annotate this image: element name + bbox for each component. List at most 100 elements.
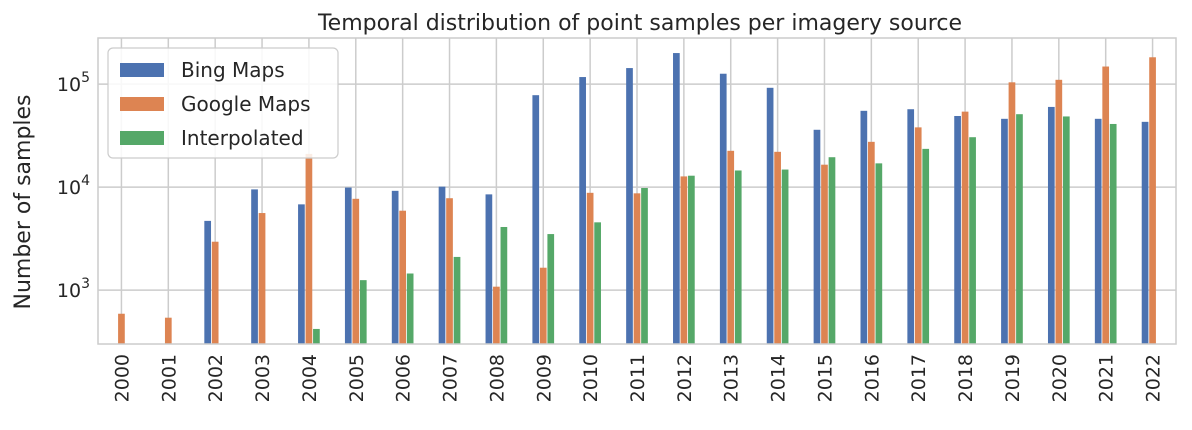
bar-bing-maps <box>532 95 540 344</box>
bar-bing-maps <box>673 53 680 345</box>
bar-google-maps <box>821 164 828 344</box>
x-tick-label: 2016 <box>861 354 883 402</box>
bar-google-maps <box>1008 82 1016 344</box>
x-tick-label: 2005 <box>346 354 368 402</box>
bar-interpolated <box>1109 123 1117 345</box>
y-tick-base: 10 <box>57 177 81 199</box>
x-tick-label: 2013 <box>721 354 743 402</box>
bar-bing-maps <box>766 87 774 345</box>
bar-interpolated <box>1062 116 1070 344</box>
bar-bing-maps <box>438 186 446 344</box>
x-tick-label: 2000 <box>111 354 133 402</box>
bar-google-maps <box>1149 57 1156 344</box>
bar-google-maps <box>305 153 313 344</box>
x-tick-label: 2006 <box>393 354 415 402</box>
bar-bing-maps <box>579 77 586 344</box>
bar-interpolated <box>313 328 320 344</box>
x-tick-label: 2007 <box>440 354 462 402</box>
bar-bing-maps <box>485 194 493 344</box>
bar-bing-maps <box>813 129 821 344</box>
bar-interpolated <box>594 222 601 344</box>
bar-google-maps <box>680 176 688 344</box>
y-tick-label: 103 <box>57 276 90 302</box>
bar-interpolated <box>781 169 789 344</box>
legend: Bing Maps Google Maps Interpolated <box>107 47 339 159</box>
bar-bing-maps <box>954 115 961 345</box>
y-tick-label: 105 <box>57 70 90 96</box>
x-axis-ticks: 2000 2001 2002 2003 2004 2005 2006 2007 2008 2009… <box>111 354 1164 402</box>
y-tick-exponent: 3 <box>81 276 90 292</box>
bar-interpolated <box>453 256 461 344</box>
y-axis-label: Number of samples <box>11 94 36 309</box>
bar-google-maps <box>1102 66 1110 345</box>
bar-bing-maps <box>344 187 352 344</box>
bar-google-maps <box>258 213 266 344</box>
bar-google-maps <box>633 193 641 344</box>
bar-google-maps <box>446 198 453 344</box>
x-tick-label: 2003 <box>252 354 274 402</box>
bar-google-maps <box>867 141 875 344</box>
x-tick-label: 2008 <box>486 354 508 402</box>
bar-bing-maps <box>1094 118 1102 345</box>
bar-google-maps <box>774 151 781 344</box>
bar-bing-maps <box>298 204 305 344</box>
bar-google-maps <box>493 286 500 344</box>
legend-box <box>107 47 339 159</box>
x-tick-label: 2002 <box>205 354 227 402</box>
bar-interpolated <box>641 188 648 344</box>
bar-interpolated <box>922 148 930 344</box>
y-tick-exponent: 4 <box>81 173 90 189</box>
bar-google-maps <box>539 267 547 344</box>
x-tick-label: 2020 <box>1049 354 1071 402</box>
bar-google-maps <box>586 192 594 344</box>
bar-bing-maps <box>391 190 399 344</box>
x-tick-label: 2014 <box>768 354 790 402</box>
bar-interpolated <box>969 137 976 344</box>
chart-title: Temporal distribution of point samples p… <box>317 11 962 36</box>
x-tick-label: 2019 <box>1002 354 1024 402</box>
bar-google-maps <box>118 313 125 344</box>
plot-frame <box>97 37 1177 345</box>
bar-google-maps <box>211 241 219 344</box>
bar-interpolated <box>1016 114 1023 344</box>
x-tick-label: 2011 <box>627 354 649 402</box>
bar-google-maps <box>1055 79 1063 345</box>
legend-swatch <box>120 63 164 77</box>
x-tick-label: 2001 <box>158 354 180 402</box>
bar-interpolated <box>406 273 414 344</box>
y-tick-base: 10 <box>57 280 81 302</box>
bar-bing-maps <box>251 189 258 344</box>
x-tick-label: 2009 <box>533 354 555 402</box>
bar-google-maps <box>399 210 407 344</box>
bar-interpolated <box>500 226 508 344</box>
bar-google-maps <box>352 198 360 344</box>
bar-bing-maps <box>1001 118 1008 345</box>
bar-interpolated <box>359 280 367 344</box>
bar-google-maps <box>961 111 969 344</box>
bar-google-maps <box>727 150 735 344</box>
x-tick-label: 2021 <box>1096 354 1118 402</box>
bar-bing-maps <box>907 109 915 345</box>
x-tick-label: 2015 <box>814 354 836 402</box>
y-tick-label: 104 <box>57 173 90 199</box>
x-tick-label: 2012 <box>674 354 696 402</box>
x-tick-label: 2004 <box>299 354 321 402</box>
bar-bing-maps <box>1141 121 1149 344</box>
bar-interpolated <box>875 163 883 344</box>
bar-bing-maps <box>626 68 633 345</box>
x-tick-label: 2022 <box>1143 354 1165 402</box>
bar-interpolated <box>547 234 555 344</box>
legend-swatch <box>120 131 164 145</box>
legend-swatch <box>120 97 164 111</box>
bar-interpolated <box>828 157 836 344</box>
bar-interpolated <box>734 170 742 344</box>
bar-bing-maps <box>719 73 727 344</box>
legend-label: Interpolated <box>181 126 304 150</box>
legend-label: Bing Maps <box>181 58 285 82</box>
bar-interpolated <box>688 175 695 344</box>
x-tick-label: 2018 <box>955 354 977 402</box>
x-tick-label: 2017 <box>908 354 930 402</box>
y-tick-exponent: 5 <box>81 70 90 86</box>
